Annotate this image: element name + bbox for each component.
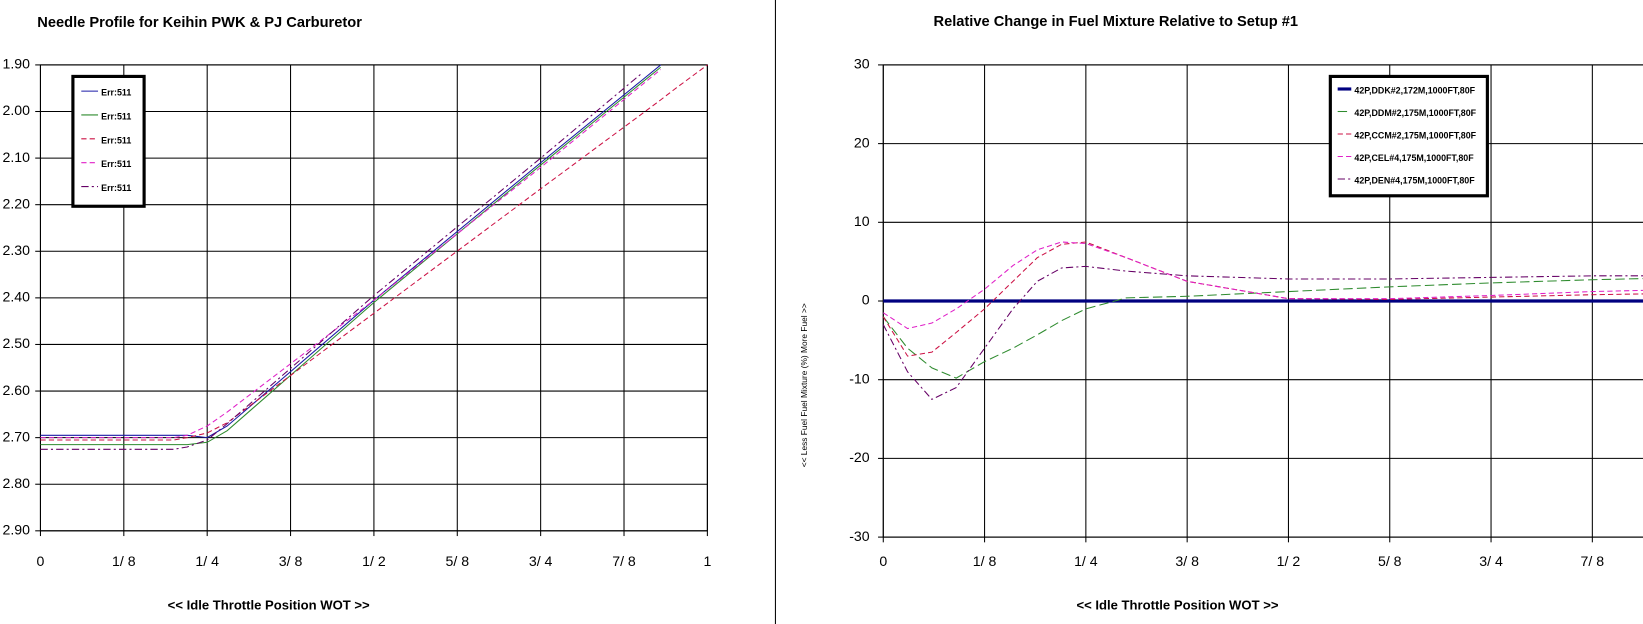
legend-label: Err:511 [101,183,131,193]
legend-label: 42P,DDM#2,175M,1000FT,80F [1354,108,1476,118]
x-tick-label: 0 [879,553,887,569]
plot-frame [39,64,708,532]
x-tick-label: 1/ 8 [973,553,997,569]
legend-label: Err:511 [101,88,131,98]
y-tick-label: 2.00 [2,102,30,118]
legend-label: Err:511 [101,159,131,169]
y-axis-label: << Less Fuel Fuel Mixture (%) More Fuel … [799,303,809,467]
series-line [40,64,662,439]
x-tick-label: 1/ 2 [362,553,386,569]
y-tick-label: -10 [849,370,870,386]
y-tick-label: 2.80 [2,475,30,491]
y-tick-label: -20 [849,449,870,465]
y-tick-label: -30 [849,528,870,544]
x-axis-label: << Idle Throttle Position WOT >> [168,598,370,613]
y-tick-label: 2.10 [2,149,30,165]
series-line [882,278,1643,379]
x-tick-label: 1/ 2 [1277,553,1301,569]
y-tick-label: 1.90 [2,56,30,72]
x-tick-label: 1 [703,553,711,569]
x-tick-label: 1/ 4 [195,553,219,569]
x-tick-label: 3/ 8 [1175,553,1199,569]
y-tick-label: 2.30 [2,242,30,258]
x-tick-label: 0 [37,553,45,569]
legend-label: 42P,DEN#4,175M,1000FT,80F [1354,175,1475,185]
y-tick-label: 2.40 [2,289,30,305]
x-tick-label: 7/ 8 [612,553,636,569]
y-tick-label: 2.90 [2,522,30,538]
x-tick-label: 5/ 8 [446,553,470,569]
series-line [40,73,642,450]
y-tick-label: 30 [854,56,870,72]
x-tick-label: 3/ 8 [279,553,303,569]
legend-label: Err:511 [101,135,131,145]
legend-box [71,74,146,208]
legend-label: 42P,CEL#4,175M,1000FT,80F [1354,153,1474,163]
y-tick-label: 2.50 [2,335,30,351]
series-line [40,64,708,441]
y-tick-label: 10 [854,213,870,229]
series-line [40,66,662,446]
y-tick-label: 0 [862,292,870,308]
x-axis-label: << Idle Throttle Position WOT >> [1076,598,1278,613]
chart-title: Relative Change in Fuel Mixture Relative… [934,14,1298,30]
legend-label: 42P,CCM#2,175M,1000FT,80F [1354,130,1476,140]
legend-label: 42P,DDK#2,172M,1000FT,80F [1354,85,1475,95]
x-tick-label: 3/ 4 [529,553,553,569]
series-line [40,69,662,439]
series-line [882,241,1643,330]
x-tick-label: 1/ 4 [1074,553,1098,569]
y-tick-label: 2.20 [2,195,30,211]
y-tick-label: 20 [854,134,870,150]
x-tick-label: 7/ 8 [1581,553,1605,569]
x-tick-label: 1/ 8 [112,553,136,569]
y-tick-label: 2.60 [2,382,30,398]
x-tick-label: 5/ 8 [1378,553,1402,569]
legend-label: Err:511 [101,111,131,121]
x-tick-label: 3/ 4 [1479,553,1503,569]
legend-box [1328,74,1489,198]
y-tick-label: 2.70 [2,428,30,444]
chart-title: Needle Profile for Keihin PWK & PJ Carbu… [37,15,362,31]
